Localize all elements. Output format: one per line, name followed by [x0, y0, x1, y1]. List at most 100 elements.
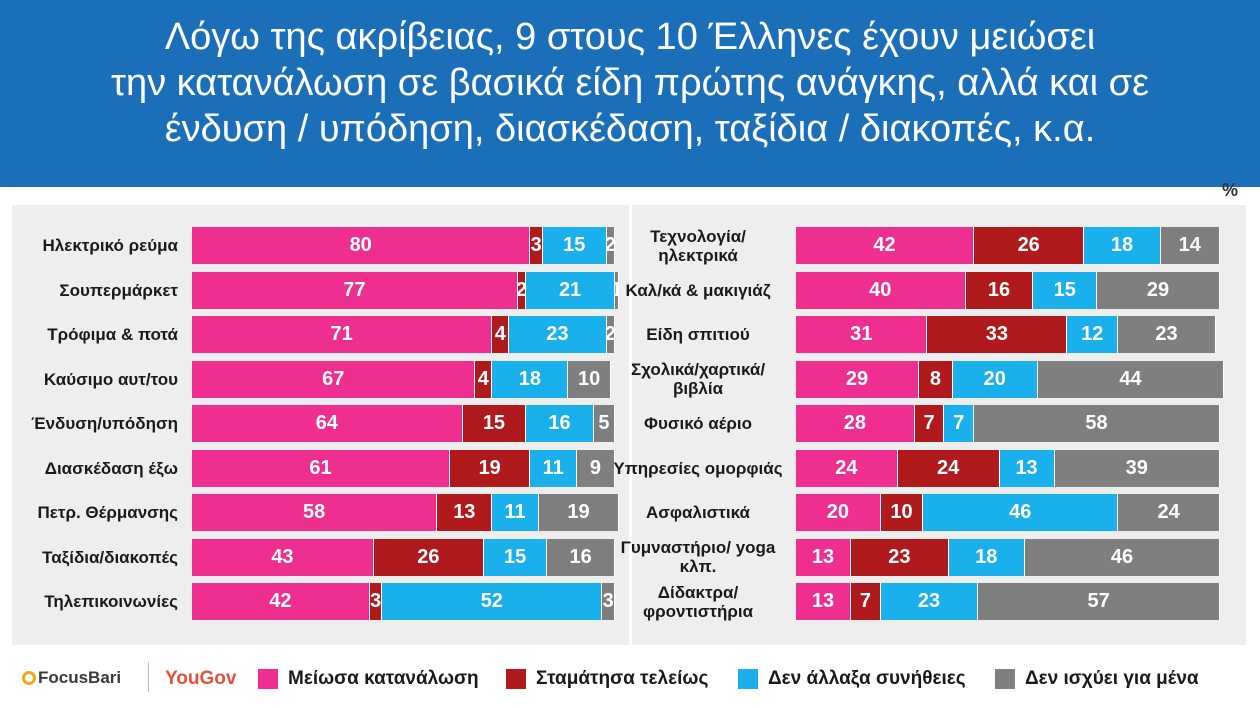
bar-segment-stopped: 15	[462, 405, 527, 442]
legend-item-unchanged: Δεν άλλαξα συνήθειες	[738, 668, 966, 690]
bar-segment-unchanged: 52	[382, 583, 603, 620]
bar-segment-na: 57	[978, 583, 1220, 620]
bar-segment-unchanged: 11	[492, 494, 539, 531]
bar-segment-unchanged: 11	[530, 449, 577, 487]
unit-label: %	[1221, 180, 1238, 200]
bar-segment-unchanged: 21	[526, 271, 615, 309]
legend-label-stopped: Σταμάτησα τελείως	[536, 668, 709, 689]
title-line-1: Λόγω της ακρίβειας, 9 στους 10 Έλληνες έ…	[164, 16, 1096, 58]
logo-divider	[148, 662, 149, 692]
bar-segment-stopped: 7	[851, 583, 881, 620]
bar-segment-stopped: 7	[914, 405, 945, 442]
bar-segment-reduced: 67	[192, 360, 476, 398]
bar-segment-stopped: 2	[517, 271, 527, 309]
bar-segment-reduced: 40	[796, 271, 966, 309]
page-title: Λόγω της ακρίβειας, 9 στους 10 Έλληνες έ…	[40, 14, 1220, 152]
bar-segment-unchanged: 18	[948, 538, 1025, 576]
bar-segment-na: 2	[606, 316, 615, 353]
bar-segment-stopped: 8	[918, 360, 953, 398]
bar-segment-stopped: 19	[450, 449, 531, 487]
bar-segment-unchanged: 12	[1067, 316, 1119, 353]
focusbari-logo: FocusBari	[22, 668, 121, 688]
legend-label-unchanged: Δεν άλλαξα συνήθειες	[768, 668, 966, 689]
bar-segment-na: 1	[615, 271, 620, 309]
category-label: Είδη σπιτιού	[646, 325, 750, 344]
bar-segment-reduced: 24	[796, 449, 898, 487]
bar-segment-reduced: 77	[192, 271, 518, 309]
bar-segment-na: 9	[576, 449, 615, 487]
bar-segment-unchanged: 18	[492, 360, 569, 398]
bar-segment-stopped: 3	[530, 227, 544, 264]
bar-segment-na: 24	[1118, 494, 1220, 531]
bar-segment-stopped: 10	[880, 494, 924, 531]
legend-label-na: Δεν ισχύει για μένα	[1025, 668, 1199, 689]
legend-swatch-stopped	[506, 669, 526, 689]
bar-segment-na: 23	[1118, 316, 1216, 353]
category-label: Γυμναστήριο/ yoga κλπ.	[620, 538, 776, 576]
banner-wave	[0, 150, 1260, 187]
bar-segment-unchanged: 46	[923, 494, 1119, 531]
magnifier-icon	[22, 671, 36, 685]
legend-swatch-unchanged	[738, 669, 758, 689]
category-label: Φυσικό αέριο	[644, 414, 752, 433]
category-label: Ηλεκτρικό ρεύμα	[42, 236, 178, 255]
bar-segment-stopped: 33	[927, 316, 1068, 353]
bar-segment-unchanged: 20	[952, 360, 1038, 398]
bar-segment-stopped: 13	[437, 494, 493, 531]
bar-segment-reduced: 61	[192, 449, 451, 487]
bar-segment-stopped: 24	[897, 449, 1000, 487]
bar-segment-stopped: 16	[965, 271, 1034, 309]
bar-segment-reduced: 43	[192, 538, 374, 576]
bar-segment-na: 44	[1037, 360, 1225, 398]
legend-label-reduced: Μείωσα κατανάλωση	[288, 668, 479, 689]
legend-item-stopped: Σταμάτησα τελείως	[506, 668, 708, 690]
bar-segment-reduced: 20	[796, 494, 881, 531]
bar-segment-stopped: 3	[369, 583, 383, 620]
category-label: Πετρ. Θέρμανσης	[37, 503, 178, 522]
title-line-3: ένδυση / υπόδηση, διασκέδαση, ταξίδια / …	[164, 108, 1096, 150]
bar-segment-reduced: 58	[192, 494, 438, 531]
legend-swatch-reduced	[258, 669, 278, 689]
category-label: Καύσιμο αυτ/του	[43, 369, 178, 389]
category-label: Ταξίδια/διακοπές	[42, 547, 178, 567]
bar-segment-na: 14	[1160, 227, 1220, 264]
bar-segment-reduced: 42	[796, 227, 975, 264]
bar-segment-na: 39	[1054, 449, 1220, 487]
bar-segment-stopped: 4	[475, 360, 493, 398]
bar-segment-stopped: 4	[492, 316, 510, 353]
legend-swatch-na	[995, 669, 1015, 689]
category-label: Σουπερμάρκετ	[59, 280, 178, 300]
bar-segment-stopped: 26	[373, 538, 484, 576]
bar-segment-unchanged: 23	[509, 316, 607, 353]
category-label: Διασκέδαση έξω	[44, 458, 178, 478]
bar-segment-unchanged: 13	[999, 449, 1055, 487]
bar-segment-na: 19	[538, 494, 620, 531]
bar-segment-unchanged: 23	[880, 583, 979, 620]
bar-segment-reduced: 71	[192, 316, 493, 353]
legend-item-na: Δεν ισχύει για μένα	[995, 668, 1199, 690]
legend-item-reduced: Μείωσα κατανάλωση	[258, 668, 479, 690]
yougov-logo: YouGov	[165, 668, 237, 689]
bar-segment-reduced: 42	[192, 583, 370, 620]
bar-segment-reduced: 80	[192, 227, 531, 264]
bar-segment-unchanged: 7	[944, 405, 975, 442]
bar-segment-reduced: 28	[796, 405, 915, 442]
category-label: Σχολικά/χαρτικά/ βιβλία	[630, 360, 766, 398]
bar-segment-na: 16	[547, 538, 615, 576]
bar-segment-na: 46	[1024, 538, 1220, 576]
bar-segment-unchanged: 18	[1084, 227, 1161, 264]
category-label: Δίδακτρα/ φροντιστήρια	[642, 582, 754, 621]
bar-segment-na: 5	[593, 405, 615, 442]
category-label: Ένδυση/υπόδηση	[31, 414, 178, 433]
bar-segment-reduced: 13	[796, 583, 852, 620]
bar-segment-na: 58	[974, 405, 1220, 442]
bar-segment-stopped: 23	[851, 538, 949, 576]
bar-segment-na: 10	[568, 360, 611, 398]
bar-segment-unchanged: 15	[543, 227, 607, 264]
focusbari-logo-text: FocusBari	[38, 668, 122, 687]
category-label: Τηλεπικοινωνίες	[44, 592, 178, 611]
bar-segment-na: 2	[606, 227, 615, 264]
bar-segment-unchanged: 15	[1033, 271, 1098, 309]
bar-segment-unchanged: 15	[483, 538, 548, 576]
category-label: Τρόφιμα & ποτά	[47, 325, 178, 344]
